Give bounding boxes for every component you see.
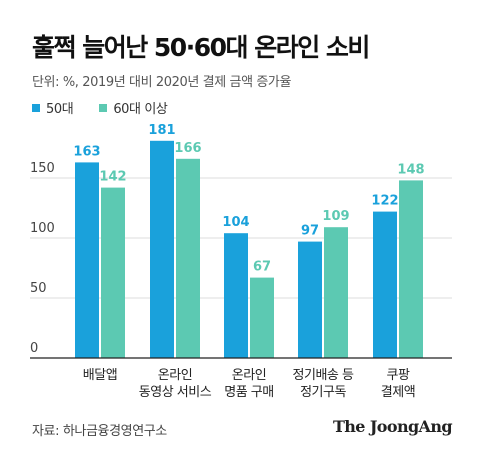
bar-series-2 [250, 277, 274, 358]
publisher-logo: The JoongAng [332, 417, 453, 436]
bar-series-2 [101, 187, 125, 358]
category-label: 쿠팡 [387, 368, 410, 383]
data-label: 67 [253, 260, 271, 275]
data-label: 97 [301, 224, 319, 239]
bar-series-2 [176, 158, 200, 358]
data-label: 104 [222, 215, 249, 230]
legend-item-series-1: 50대 [32, 98, 74, 117]
legend-label-series-1: 50대 [46, 102, 74, 117]
data-label: 122 [371, 194, 398, 209]
data-label: 166 [174, 141, 201, 156]
category-label: 정기배송 등 [293, 368, 354, 383]
legend-swatch-series-1 [32, 103, 40, 112]
data-label: 181 [148, 123, 175, 138]
legend: 50대 60대 이상 [32, 98, 168, 117]
category-label: 결제액 [381, 385, 415, 400]
bar-series-1 [150, 140, 174, 358]
data-label: 109 [322, 209, 349, 224]
source-note: 자료: 하나금융경영연구소 [32, 424, 167, 439]
legend-item-series-2: 60대 이상 [99, 98, 168, 117]
bar-series-2 [399, 180, 423, 358]
bar-series-1 [298, 241, 322, 358]
bar-series-1 [75, 162, 99, 358]
category-label: 명품 구매 [224, 385, 273, 400]
chart-subtitle: 단위: %, 2019년 대비 2020년 결제 금액 증가율 [32, 75, 292, 90]
data-label: 142 [99, 170, 126, 185]
y-tick-label: 50 [30, 281, 47, 296]
y-tick-label: 0 [30, 341, 38, 356]
bar-series-2 [324, 227, 348, 358]
bar-series-1 [373, 211, 397, 358]
bar-series-1 [224, 233, 248, 358]
category-label: 온라인 [158, 368, 192, 383]
data-label: 163 [73, 144, 100, 159]
y-tick-label: 150 [30, 161, 55, 176]
chart-title: 훌쩍 늘어난 50·60대 온라인 소비 [32, 33, 370, 62]
category-label: 온라인 [232, 368, 266, 383]
legend-swatch-series-2 [99, 103, 108, 112]
category-label: 배달앱 [83, 368, 117, 383]
category-label: 정기구독 [300, 385, 346, 400]
y-tick-label: 100 [30, 221, 55, 236]
data-label: 148 [397, 162, 424, 177]
legend-label-series-2: 60대 이상 [113, 102, 168, 117]
category-label: 동영상 서비스 [139, 385, 212, 400]
